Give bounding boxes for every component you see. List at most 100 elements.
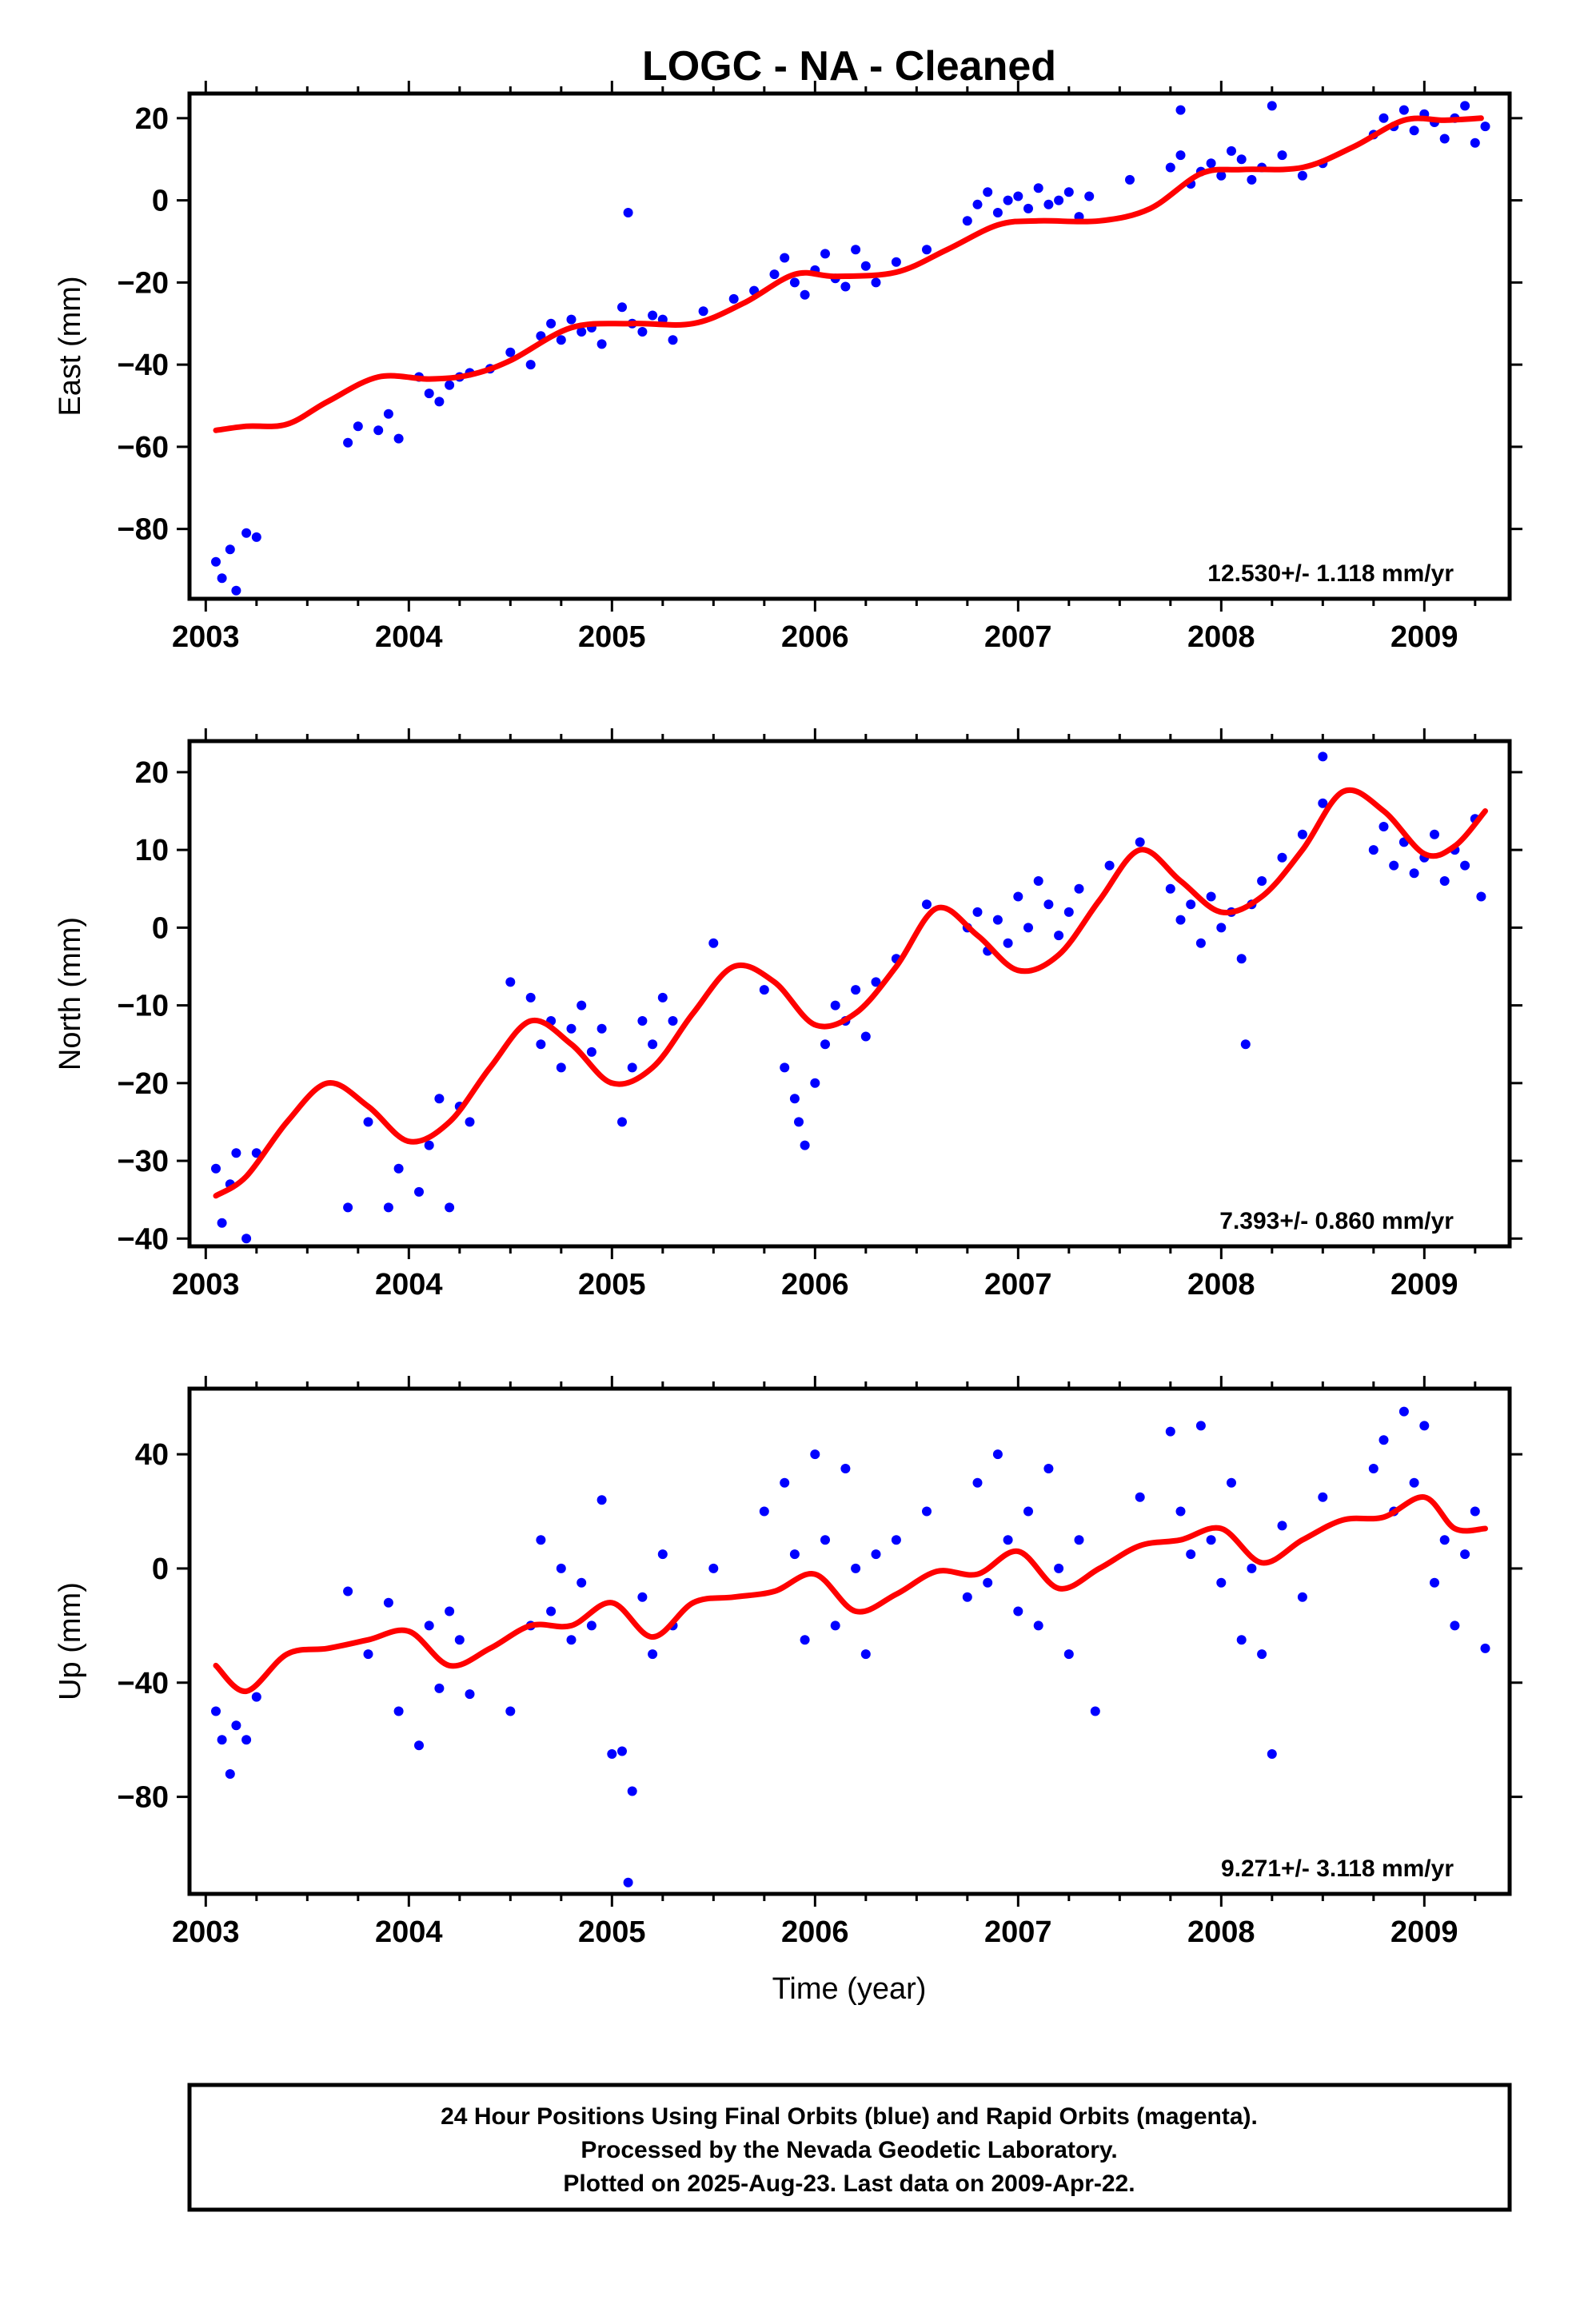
east-x-tick-label: 2003 (172, 620, 240, 654)
north-data-point (445, 1202, 455, 1213)
north-plot-area (211, 751, 1488, 1244)
up-data-point (1297, 1592, 1307, 1602)
north-data-point (1063, 907, 1074, 917)
east-data-point (1063, 187, 1074, 197)
north-data-point (241, 1234, 252, 1244)
north-data-point (657, 992, 668, 1003)
up-data-point (596, 1495, 607, 1505)
north-x-tick-label: 2006 (781, 1268, 849, 1302)
east-data-point (393, 433, 404, 444)
north-y-tick-label: −40 (118, 1222, 169, 1256)
north-data-point (759, 985, 769, 995)
up-data-point (1063, 1649, 1074, 1660)
east-data-point (577, 327, 587, 337)
up-x-tick-label: 2007 (984, 1915, 1052, 1949)
north-data-point (860, 1031, 871, 1042)
north-x-tick-label: 2008 (1187, 1268, 1255, 1302)
north-data-point (363, 1117, 373, 1127)
up-data-point (623, 1877, 633, 1888)
north-data-point (800, 1140, 810, 1150)
up-data-point (1074, 1535, 1084, 1545)
up-data-point (1368, 1464, 1379, 1473)
east-data-point (1267, 101, 1277, 111)
footer-line-2: Processed by the Nevada Geodetic Laborat… (581, 2137, 1117, 2163)
north-data-point (1003, 938, 1013, 948)
east-data-point (251, 532, 261, 542)
north-data-point (830, 1000, 840, 1011)
up-data-point (217, 1735, 227, 1745)
east-data-point (840, 281, 851, 292)
north-data-point (505, 977, 516, 987)
up-data-point (454, 1635, 465, 1645)
north-data-point (1074, 883, 1084, 894)
north-data-point (794, 1117, 804, 1127)
east-data-point (225, 544, 235, 555)
east-y-tick-label: −60 (118, 431, 169, 464)
up-data-point (1043, 1464, 1054, 1473)
up-data-point (465, 1689, 475, 1700)
east-data-point (1247, 174, 1257, 185)
north-data-point (851, 985, 861, 995)
north-y-tick-label: 20 (135, 756, 169, 790)
up-data-point (241, 1735, 252, 1745)
east-data-point (373, 425, 384, 436)
footer-box (187, 2083, 1512, 2212)
east-data-point (698, 306, 708, 317)
up-data-point (627, 1786, 637, 1796)
east-data-point (1084, 191, 1095, 201)
north-data-point (586, 1046, 596, 1057)
north-frame (187, 739, 1512, 1249)
up-data-point (505, 1706, 516, 1716)
east-data-point (343, 437, 353, 448)
east-data-point (728, 293, 739, 304)
north-data-point (1013, 891, 1023, 902)
east-data-point (871, 277, 881, 288)
up-data-point (992, 1449, 1003, 1460)
up-data-point (434, 1683, 445, 1693)
up-data-point (231, 1720, 241, 1731)
north-data-point (617, 1117, 627, 1127)
x-axis-label: Time (year) (772, 1972, 927, 2006)
east-data-point (1165, 162, 1175, 173)
up-panel: 2003 2004 2005 2006 2007 2008 2009 40 0 −40 −80 Up … (54, 1376, 1522, 1949)
up-data-point (617, 1746, 627, 1756)
east-y-axis-label: East (mm) (54, 276, 87, 416)
north-data-point (1439, 876, 1450, 886)
north-data-point (1430, 829, 1439, 839)
east-y-tick-label: 0 (152, 185, 169, 218)
east-data-point (1043, 199, 1054, 209)
north-data-point (1368, 845, 1379, 855)
east-data-point (1054, 195, 1064, 205)
east-data-point (1216, 170, 1227, 181)
up-data-point (962, 1592, 972, 1602)
east-data-point (1398, 105, 1409, 115)
north-data-point (789, 1094, 800, 1104)
up-data-point (1379, 1435, 1389, 1445)
east-data-point (1236, 154, 1247, 165)
up-data-point (1419, 1421, 1430, 1431)
north-x-tick-label: 2004 (375, 1268, 443, 1302)
up-data-point (830, 1620, 840, 1631)
up-plot-area (211, 1406, 1490, 1888)
up-data-point (891, 1535, 901, 1545)
up-data-point (445, 1606, 455, 1616)
north-y-tick-label: −10 (118, 990, 169, 1023)
east-data-point (434, 397, 445, 407)
east-data-point (922, 245, 932, 255)
east-data-point (1277, 150, 1287, 161)
up-data-point (1450, 1620, 1460, 1631)
up-data-point (800, 1635, 810, 1645)
north-data-point (1476, 891, 1486, 902)
north-data-point (1277, 852, 1287, 863)
north-y-tick-label: 0 (152, 911, 169, 945)
north-data-point (1033, 876, 1043, 886)
up-data-point (1186, 1549, 1196, 1560)
east-data-point (505, 347, 516, 357)
north-data-point (1409, 868, 1419, 879)
up-data-point (383, 1597, 393, 1608)
up-data-point (1267, 1749, 1277, 1759)
up-data-point (393, 1706, 404, 1716)
up-data-point (1090, 1706, 1100, 1716)
north-data-point (566, 1023, 577, 1034)
